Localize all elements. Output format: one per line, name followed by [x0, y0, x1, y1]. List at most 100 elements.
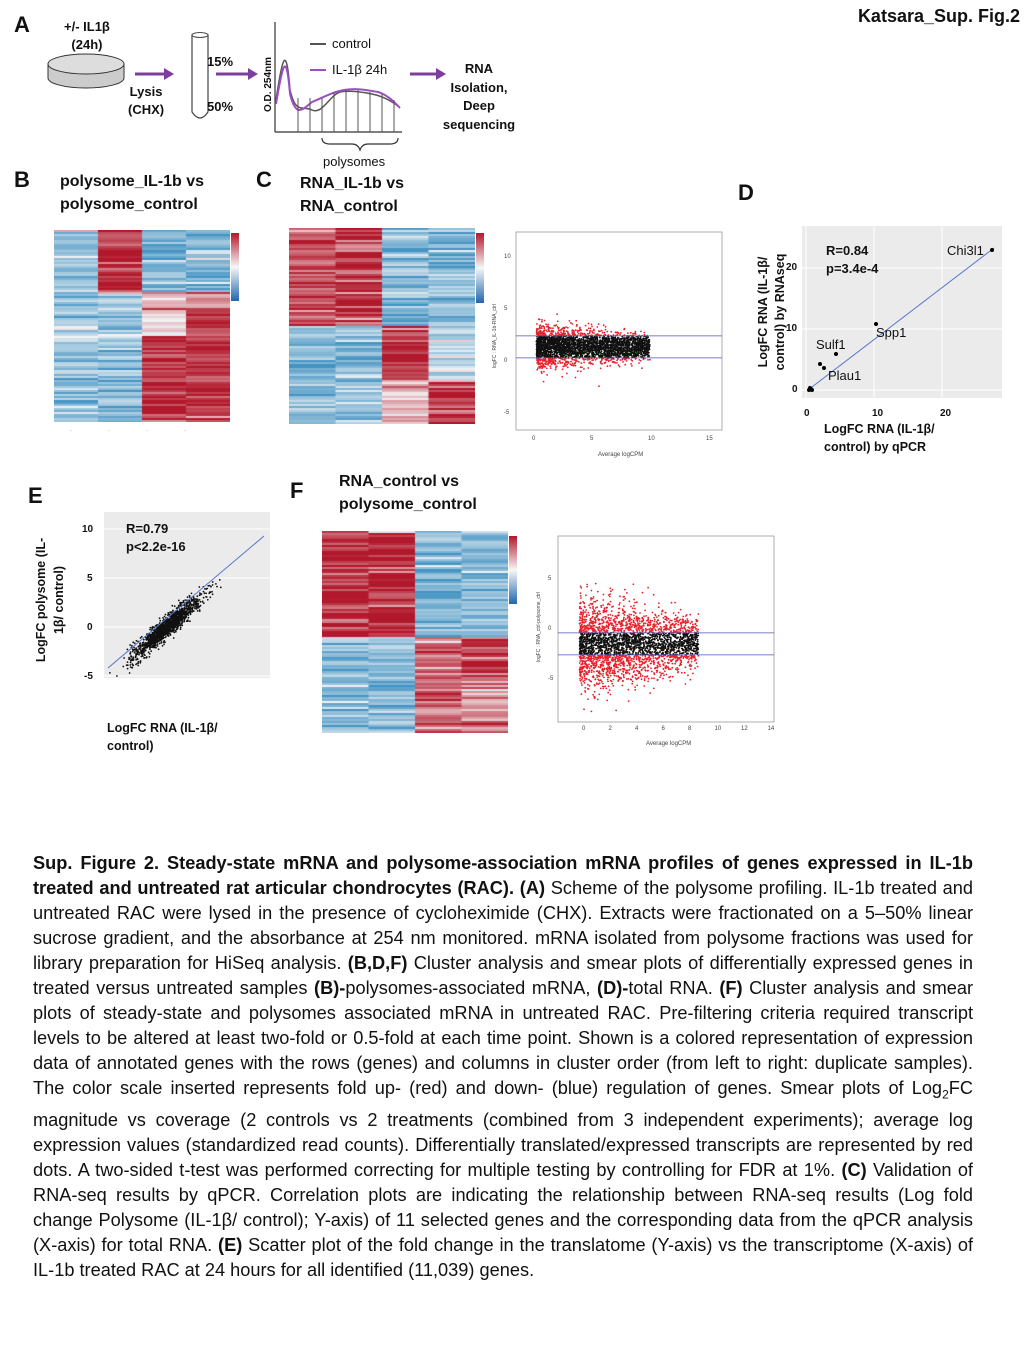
smear-point	[568, 352, 571, 355]
data-point	[202, 602, 205, 604]
smear-point	[629, 331, 632, 334]
data-point	[188, 596, 191, 598]
data-point	[164, 622, 166, 625]
smear-point	[579, 346, 582, 348]
smear-point	[608, 354, 611, 357]
smear-point	[633, 351, 636, 354]
data-point	[173, 625, 176, 627]
data-point	[176, 626, 179, 629]
smear-point	[595, 336, 598, 339]
smear-point	[577, 352, 580, 355]
smear-point	[578, 662, 581, 664]
data-point	[140, 635, 143, 638]
smear-point	[640, 341, 642, 343]
smear-point	[575, 352, 578, 355]
data-point	[166, 624, 168, 627]
data-point	[185, 605, 187, 608]
axis-label: 5	[504, 306, 508, 312]
smear-point	[626, 344, 629, 347]
smear-point	[560, 353, 563, 356]
smear-point	[558, 351, 560, 354]
smear-point	[562, 365, 565, 368]
data-point	[990, 248, 994, 252]
smear-point	[555, 367, 557, 369]
smear-point	[593, 329, 595, 332]
smear-point	[543, 338, 546, 340]
data-point	[148, 656, 151, 658]
data-point	[169, 628, 172, 631]
data-point	[143, 643, 146, 645]
smear-point	[660, 613, 663, 615]
data-point	[157, 648, 160, 651]
smear-point	[636, 353, 639, 356]
axis-label: logFC : RNA_IL-1b-RNA_ctrl	[492, 304, 498, 368]
smear-point	[549, 359, 551, 361]
smear-point	[551, 355, 554, 358]
smear-point	[591, 345, 594, 348]
smear-point	[546, 325, 548, 328]
data-point	[198, 599, 201, 601]
smear-point	[620, 346, 622, 349]
data-point	[129, 666, 132, 668]
data-point	[211, 584, 214, 586]
smear-point	[644, 337, 647, 340]
smear-point	[561, 347, 564, 350]
gradient-bottom-label: 50%	[207, 99, 234, 114]
data-point	[139, 637, 142, 639]
smear-point	[611, 339, 614, 342]
smear-point	[583, 348, 585, 351]
d-stat-p: p=3.4e-4	[826, 261, 879, 276]
data-point	[196, 598, 199, 601]
data-point	[197, 602, 200, 605]
smear-point	[567, 346, 570, 349]
smear-point	[604, 617, 607, 620]
axis-label: 10	[648, 436, 655, 442]
smear-point	[643, 341, 646, 343]
smear-point	[628, 338, 631, 341]
gradient-top-label: 15%	[207, 54, 234, 69]
data-point	[159, 619, 162, 622]
smear-point	[604, 346, 607, 349]
smear-point	[563, 363, 566, 366]
data-point	[169, 634, 172, 636]
smear-point	[575, 325, 578, 327]
smear-point	[591, 354, 594, 357]
smear-point	[682, 615, 685, 618]
data-point	[198, 586, 201, 588]
data-point	[190, 600, 193, 602]
data-point	[175, 623, 178, 626]
data-point	[160, 628, 163, 631]
data-point	[185, 611, 188, 614]
smear-point	[612, 344, 615, 347]
smear-point	[639, 337, 642, 340]
heatmap-canvas	[54, 230, 230, 422]
smear-point	[634, 686, 636, 688]
smear-point	[570, 360, 572, 363]
data-point	[158, 626, 161, 629]
data-point	[211, 581, 214, 583]
smear-point	[541, 359, 544, 362]
data-point	[137, 660, 140, 663]
smear-point	[539, 348, 541, 351]
smear-point	[574, 362, 576, 364]
smear-point	[697, 613, 700, 615]
smear-point	[614, 336, 617, 339]
data-point	[171, 604, 174, 607]
smear-point	[583, 361, 585, 364]
data-point	[135, 639, 138, 642]
smear-point	[645, 615, 647, 617]
smear-point	[559, 352, 561, 355]
data-point	[135, 663, 137, 666]
smear-point	[579, 344, 581, 347]
smear-point	[557, 362, 559, 365]
smear-point	[557, 340, 559, 343]
smear-point	[696, 665, 699, 668]
smear-point	[591, 350, 594, 353]
smear-point	[618, 348, 621, 351]
data-point	[180, 618, 182, 621]
smear-point	[588, 332, 591, 335]
panel-d-xlabel: LogFC RNA (IL-1β/control) by qPCR	[824, 422, 935, 454]
data-point	[149, 626, 152, 629]
data-point	[139, 660, 142, 662]
smear-point	[535, 343, 538, 346]
